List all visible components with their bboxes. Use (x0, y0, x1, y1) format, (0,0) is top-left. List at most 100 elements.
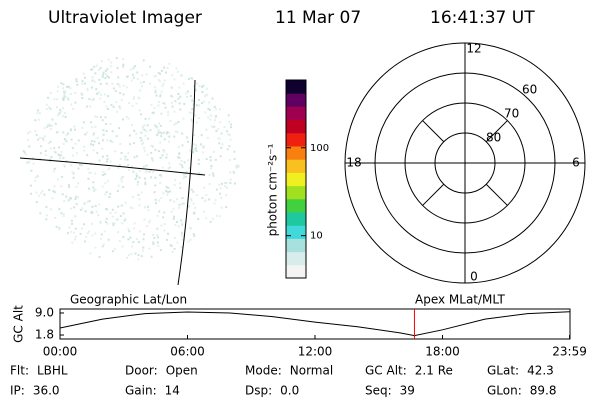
pixel (176, 241, 179, 244)
pixel (164, 71, 167, 74)
pixel (197, 158, 200, 161)
pixel (133, 222, 136, 225)
info-value: 89.8 (530, 384, 557, 398)
pixel (45, 218, 48, 221)
pixel (92, 181, 95, 184)
pixel (142, 238, 145, 241)
pixel (173, 215, 176, 218)
pixel (82, 121, 85, 124)
pixel (198, 104, 201, 107)
pixel (59, 154, 62, 157)
pixel (98, 78, 101, 81)
lat-line (19, 157, 206, 176)
pixel (74, 215, 77, 218)
pixel (191, 99, 194, 102)
pixel (190, 111, 193, 114)
y-tick-label: 1.8 (35, 328, 54, 342)
pixel (101, 147, 104, 150)
pixel (111, 141, 114, 144)
info-label: Gain: (125, 384, 157, 398)
pixel (178, 182, 181, 185)
pixel (235, 165, 238, 168)
pixel (69, 93, 72, 96)
pixel (154, 176, 157, 179)
pixel (27, 139, 30, 142)
pixel (149, 219, 152, 222)
pixel (148, 247, 151, 250)
pixel (55, 225, 58, 228)
pixel (72, 172, 75, 175)
pixel (79, 208, 82, 211)
pixel (173, 135, 176, 138)
pixel (150, 103, 153, 106)
pixel (166, 66, 169, 69)
pixel (178, 156, 181, 159)
pixel (77, 139, 80, 142)
pixel (182, 177, 185, 180)
pixel (205, 217, 208, 220)
pixel (75, 78, 78, 81)
pixel (205, 87, 208, 90)
pixel (124, 218, 127, 221)
pixel (186, 159, 189, 162)
pixel (165, 189, 168, 192)
pixel (132, 241, 135, 244)
pixel (99, 116, 102, 119)
pixel (110, 71, 113, 74)
pixel (133, 227, 136, 230)
pixel (130, 79, 133, 82)
pixel (160, 132, 163, 135)
pixel (171, 250, 174, 253)
pixel (156, 241, 159, 244)
pixel (202, 100, 205, 103)
pixel (74, 128, 77, 131)
pixel (86, 154, 89, 157)
pixel (179, 108, 182, 111)
colorbar-cell (286, 238, 306, 253)
pixel (80, 92, 83, 95)
pixel (182, 117, 185, 120)
pixel (22, 150, 25, 153)
pixel (152, 241, 155, 244)
pixel (217, 137, 220, 140)
pixel (127, 164, 130, 167)
pixel (146, 153, 149, 156)
pixel (34, 119, 37, 122)
pixel (81, 97, 84, 100)
pixel (109, 212, 112, 215)
pixel (225, 186, 228, 189)
pixel (146, 137, 149, 140)
pixel (150, 144, 153, 147)
pixel (127, 168, 130, 171)
pixel (60, 212, 63, 215)
pixel (160, 197, 163, 200)
pixel (34, 176, 37, 179)
pixel (212, 217, 215, 220)
pixel (32, 157, 35, 160)
pixel (117, 231, 120, 234)
pixel (208, 183, 211, 186)
pixel (178, 152, 181, 155)
pixel (175, 198, 178, 201)
pixel (174, 122, 177, 125)
pixel (162, 192, 165, 195)
pixel (167, 190, 170, 193)
pixel (77, 182, 80, 185)
pixel (50, 125, 53, 128)
pixel (174, 179, 177, 182)
pixel (133, 156, 136, 159)
pixel (218, 108, 221, 111)
pixel (67, 183, 70, 186)
pixel (70, 219, 73, 222)
pixel (157, 236, 160, 239)
pixel (93, 65, 96, 68)
pixel (66, 232, 69, 235)
pixel (58, 208, 61, 211)
pixel (166, 131, 169, 134)
pixel (77, 167, 80, 170)
pixel (136, 71, 139, 74)
pixel (144, 177, 147, 180)
pixel (195, 144, 198, 147)
pixel (153, 86, 156, 89)
